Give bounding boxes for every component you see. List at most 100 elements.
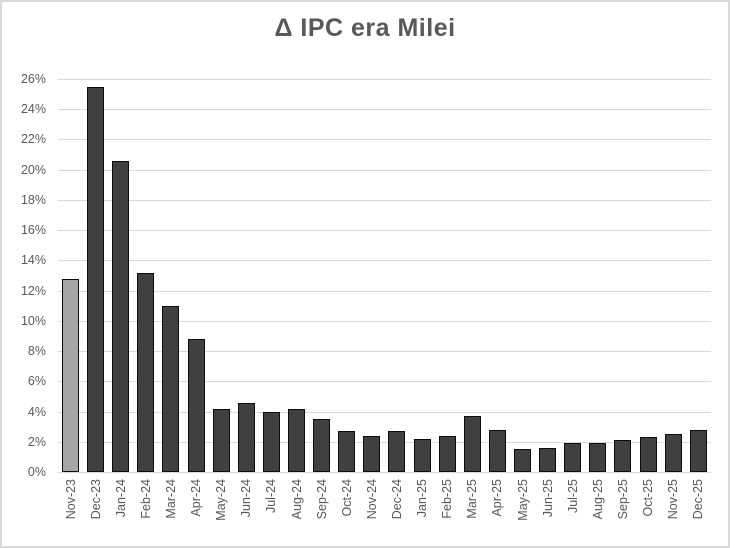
y-axis: 0% 2% 4% 6% 8% 10% 12% 14% 16% 18% 20% 22% 24% 26% bbox=[2, 72, 46, 479]
y-axis-tick-label: 12% bbox=[20, 283, 46, 298]
bar-Nov-23 bbox=[62, 278, 80, 472]
gridline bbox=[58, 169, 711, 171]
x-label-slot: Apr-24 bbox=[184, 479, 209, 546]
gridline bbox=[58, 290, 711, 292]
bar-slot bbox=[259, 79, 284, 472]
x-axis-label: May-24 bbox=[214, 479, 229, 521]
chart-title: Δ IPC era Milei bbox=[274, 14, 456, 42]
x-axis-label: Dec-23 bbox=[88, 479, 103, 520]
bar-Dec-23 bbox=[87, 86, 105, 472]
bar-slot bbox=[58, 79, 83, 472]
bar-Sep-25 bbox=[614, 440, 632, 472]
bar-Oct-24 bbox=[338, 431, 356, 472]
bar-slot bbox=[209, 79, 234, 472]
bar-Feb-25 bbox=[438, 435, 456, 472]
gridline bbox=[58, 441, 711, 443]
x-label-slot: Mar-25 bbox=[460, 479, 485, 546]
bar-Feb-24 bbox=[137, 272, 155, 472]
bar-slot bbox=[158, 79, 183, 472]
x-label-slot: Feb-25 bbox=[435, 479, 460, 546]
x-label-slot: May-24 bbox=[209, 479, 234, 546]
x-axis-label: Nov-25 bbox=[666, 479, 681, 520]
gridline bbox=[58, 230, 711, 232]
bar-Nov-24 bbox=[363, 435, 381, 472]
y-axis-tick-label: 8% bbox=[27, 344, 46, 359]
x-axis-line bbox=[58, 472, 711, 473]
y-axis-tick-label: 4% bbox=[27, 404, 46, 419]
bar-slot bbox=[359, 79, 384, 472]
gridline bbox=[58, 199, 711, 201]
x-axis-label: Aug-25 bbox=[590, 479, 605, 520]
y-axis-tick-label: 22% bbox=[20, 132, 46, 147]
bar-slot bbox=[184, 79, 209, 472]
bar-slot bbox=[410, 79, 435, 472]
x-label-slot: Oct-24 bbox=[334, 479, 359, 546]
gridline bbox=[58, 79, 711, 80]
x-label-slot: Jun-25 bbox=[535, 479, 560, 546]
x-axis-label: Aug-24 bbox=[289, 479, 304, 520]
bar-slot bbox=[384, 79, 409, 472]
x-axis-label: Jun-24 bbox=[239, 479, 254, 518]
y-axis-tick-label: 6% bbox=[27, 374, 46, 389]
x-axis-label: Jul-24 bbox=[264, 479, 279, 514]
bar-Dec-25 bbox=[689, 429, 707, 472]
bar-slot bbox=[234, 79, 259, 472]
x-label-slot: Sep-24 bbox=[309, 479, 334, 546]
x-label-slot: Dec-25 bbox=[686, 479, 711, 546]
bar-slot bbox=[585, 79, 610, 472]
bar-slot bbox=[661, 79, 686, 472]
bar-Dec-24 bbox=[388, 431, 406, 472]
bar-Aug-24 bbox=[288, 408, 306, 472]
x-axis-label: Sep-25 bbox=[615, 479, 630, 520]
x-label-slot: Dec-24 bbox=[384, 479, 409, 546]
x-label-slot: Oct-25 bbox=[636, 479, 661, 546]
x-axis-label: Jun-25 bbox=[540, 479, 555, 518]
plot-area bbox=[58, 79, 711, 473]
bar-Jun-25 bbox=[539, 447, 557, 472]
bar-Jul-24 bbox=[262, 411, 280, 472]
bar-Jun-24 bbox=[237, 402, 255, 472]
bar-slot bbox=[686, 79, 711, 472]
bar-slot bbox=[133, 79, 158, 472]
bar-Oct-25 bbox=[639, 437, 657, 472]
x-axis-label: Sep-24 bbox=[314, 479, 329, 520]
x-label-slot: Jul-24 bbox=[259, 479, 284, 546]
x-label-slot: Jul-25 bbox=[560, 479, 585, 546]
bar-Aug-25 bbox=[589, 443, 607, 472]
bar-Jan-25 bbox=[413, 438, 431, 472]
gridline bbox=[58, 351, 711, 353]
bar-slot bbox=[83, 79, 108, 472]
y-axis-tick-label: 14% bbox=[20, 253, 46, 268]
x-axis-label: Jan-25 bbox=[415, 479, 430, 518]
x-axis-label: Apr-25 bbox=[490, 479, 505, 517]
y-axis-tick-label: 10% bbox=[20, 313, 46, 328]
gridline bbox=[58, 260, 711, 262]
x-axis-label: Oct-25 bbox=[641, 479, 656, 517]
x-label-slot: Sep-25 bbox=[610, 479, 635, 546]
x-label-slot: Mar-24 bbox=[158, 479, 183, 546]
x-label-slot: Nov-24 bbox=[359, 479, 384, 546]
bar-slot bbox=[284, 79, 309, 472]
x-axis-label: Feb-25 bbox=[440, 479, 455, 519]
bar-slot bbox=[108, 79, 133, 472]
x-label-slot: Jun-24 bbox=[234, 479, 259, 546]
bar-Apr-25 bbox=[488, 429, 506, 472]
x-axis-label: Dec-25 bbox=[691, 479, 706, 520]
x-axis-label: Mar-24 bbox=[163, 479, 178, 519]
x-axis-label: Jan-24 bbox=[113, 479, 128, 518]
x-label-slot: Aug-25 bbox=[585, 479, 610, 546]
x-axis-label: Dec-24 bbox=[389, 479, 404, 520]
y-axis-tick-label: 0% bbox=[27, 465, 46, 479]
bar-slot bbox=[535, 79, 560, 472]
bar-May-25 bbox=[514, 449, 532, 472]
x-label-slot: Dec-23 bbox=[83, 479, 108, 546]
bar-slot bbox=[560, 79, 585, 472]
x-label-slot: Nov-23 bbox=[58, 479, 83, 546]
x-label-slot: May-25 bbox=[510, 479, 535, 546]
y-axis-tick-label: 18% bbox=[20, 192, 46, 207]
x-axis: Nov-23 Dec-23 Jan-24 Feb-24 Mar-24 Apr-24 May-… bbox=[58, 479, 711, 546]
gridline bbox=[58, 381, 711, 383]
gridline bbox=[58, 411, 711, 413]
x-axis-label: Feb-24 bbox=[138, 479, 153, 519]
